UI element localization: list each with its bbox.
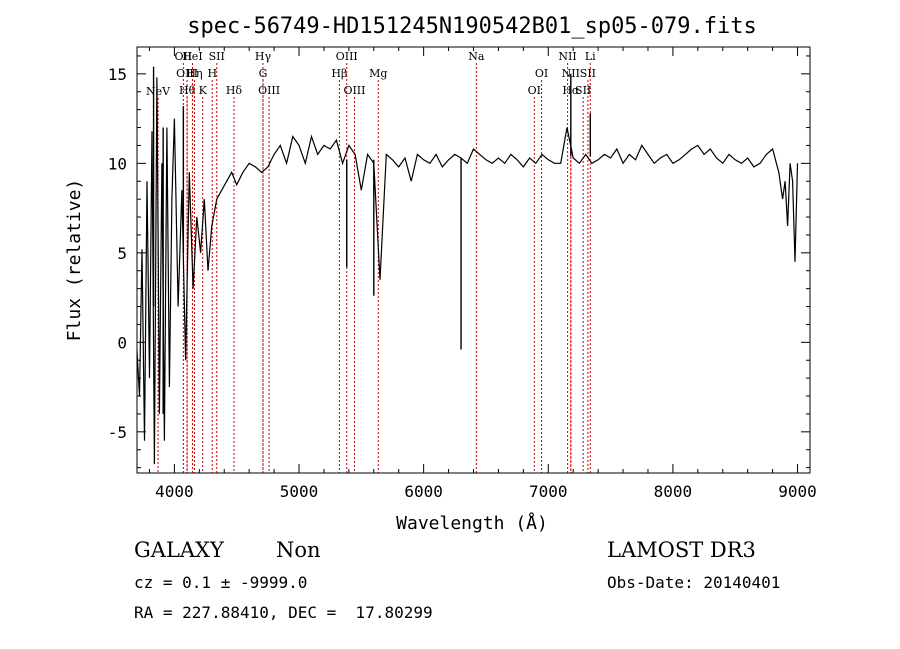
line-marker-label: OIII [343, 84, 365, 97]
y-tick-label: 0 [117, 333, 127, 352]
y-axis-ticks: -5 0 5 10 15 [108, 55, 810, 469]
line-marker-label: SII [580, 67, 596, 80]
spectrum-line [136, 77, 799, 465]
line-marker-label: Na [468, 50, 485, 63]
class-label: GALAXY [134, 538, 224, 562]
y-tick-label: 15 [108, 65, 127, 84]
x-axis-label: Wavelength (Å) [396, 512, 548, 534]
line-marker-label: Mg [369, 67, 387, 80]
coordinates-text: RA = 227.88410, DEC = 17.80299 [134, 603, 433, 622]
y-tick-label: -5 [108, 423, 127, 442]
x-tick-label: 8000 [654, 482, 693, 501]
line-marker-label: K [199, 84, 208, 97]
line-marker-label: Hβ [331, 67, 347, 80]
line-marker-label: Hγ [255, 50, 272, 63]
y-tick-label: 10 [108, 154, 127, 173]
line-marker-label: G [259, 67, 268, 80]
line-marker-label: Hη [186, 67, 202, 80]
line-marker-label: OII [175, 50, 193, 63]
line-marker-label: OI [535, 67, 548, 80]
obs-date-text: Obs-Date: 20140401 [607, 573, 781, 592]
plot-frame [136, 46, 811, 474]
survey-label: LAMOST DR3 [607, 538, 756, 562]
line-marker-label: Hδ [226, 84, 243, 97]
x-tick-label: 6000 [404, 482, 443, 501]
y-tick-label: 5 [117, 244, 127, 263]
line-marker-label: SII [575, 84, 591, 97]
emission-line-markers: NeVOIIOIIIHθHeIHηKHSIIHδHγGOIIIHβOIIIOII… [146, 50, 596, 473]
line-marker-label: H [207, 67, 217, 80]
line-marker-label: NII [558, 50, 576, 63]
line-marker-label: OIII [336, 50, 358, 63]
subclass-label: Non [276, 538, 321, 562]
line-marker-label: SII [209, 50, 225, 63]
line-marker-label: NII [562, 67, 580, 80]
line-marker-label: Hθ [179, 84, 196, 97]
chart-title: spec-56749-HD151245N190542B01_sp05-079.f… [187, 14, 757, 39]
spectrum-series [136, 66, 799, 465]
x-tick-label: 9000 [778, 482, 817, 501]
redshift-text: cz = 0.1 ± -9999.0 [134, 573, 308, 592]
y-axis-label: Flux (relative) [64, 179, 85, 342]
line-marker-label: HeI [182, 50, 202, 63]
line-marker-label: Li [585, 50, 596, 63]
line-marker-label: NeV [146, 85, 171, 98]
x-tick-label: 4000 [155, 482, 194, 501]
x-tick-label: 7000 [529, 482, 568, 501]
line-marker-label: OI [528, 84, 541, 97]
x-tick-label: 5000 [280, 482, 319, 501]
line-marker-label: OIII [258, 84, 280, 97]
x-axis-ticks: 4000 5000 6000 7000 8000 9000 [148, 47, 817, 501]
